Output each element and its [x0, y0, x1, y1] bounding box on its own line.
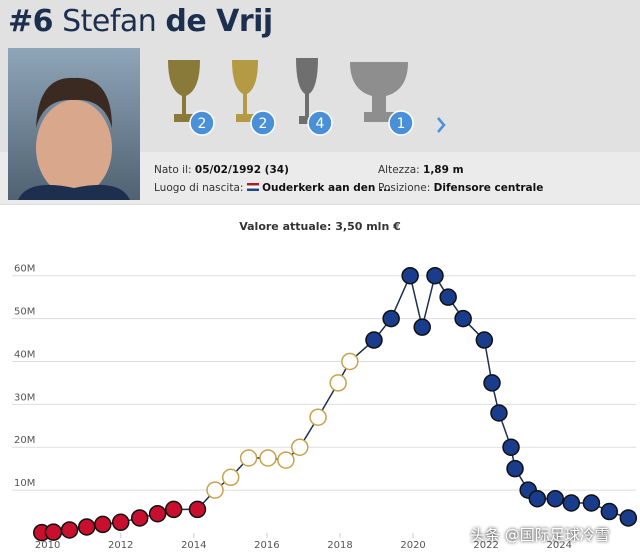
- value-marker: [528, 489, 547, 508]
- birthplace: Luogo di nascita: Ouderkerk aan den ...: [154, 182, 391, 194]
- value-marker: [188, 500, 207, 519]
- y-tick-label: 10M: [14, 478, 35, 489]
- value-marker: [454, 309, 472, 328]
- label: Posizione:: [378, 182, 431, 194]
- value-marker: [562, 494, 581, 512]
- x-tick-label: 2024: [547, 540, 572, 551]
- value: 1,89 m: [423, 164, 464, 176]
- value-marker: [502, 438, 520, 456]
- value-marker: [259, 449, 277, 467]
- label: Altezza:: [378, 164, 420, 176]
- position: Posizione: Difensore centrale: [378, 182, 543, 194]
- value-marker: [546, 489, 564, 508]
- value-marker: [401, 266, 419, 285]
- value-marker: [111, 513, 130, 532]
- value-marker: [77, 518, 96, 536]
- watermark: 头条 @国际足球冷雪: [470, 526, 610, 544]
- value: Ouderkerk aan den ...: [262, 182, 392, 194]
- value-marker: [94, 515, 112, 534]
- value-marker: [221, 468, 240, 487]
- value-marker: [341, 352, 359, 371]
- trophy-count: 2: [198, 116, 207, 132]
- value-marker: [329, 374, 347, 392]
- value-marker: [382, 309, 400, 328]
- y-tick-label: 60M: [14, 264, 35, 275]
- value-marker: [130, 509, 149, 527]
- label: Luogo di nascita:: [154, 182, 244, 194]
- born: Nato il: 05/02/1992 (34): [154, 164, 289, 176]
- value-marker: [365, 331, 383, 349]
- value-marker: [483, 374, 501, 392]
- value-marker: [439, 288, 457, 306]
- value-marker: [206, 481, 224, 499]
- value-marker: [239, 449, 258, 467]
- value-marker: [490, 404, 508, 422]
- player-name: #6 Stefan de Vrij: [8, 4, 273, 39]
- value-marker: [291, 438, 309, 456]
- x-tick-label: 2014: [181, 540, 206, 551]
- first-name: Stefan: [62, 4, 157, 39]
- value-marker: [475, 331, 494, 349]
- photo-art: [18, 77, 130, 200]
- height: Altezza: 1,89 m: [378, 164, 464, 176]
- x-tick-label: 2010: [35, 540, 60, 551]
- trophy-count: 4: [316, 116, 325, 132]
- chart-title: Valore attuale: 3,50 mln €: [239, 220, 401, 233]
- x-tick-label: 2018: [327, 540, 352, 551]
- x-tick-label: 2012: [108, 540, 133, 551]
- player-photo: [8, 48, 140, 200]
- value-marker: [619, 509, 638, 527]
- trophy-badge: [307, 110, 333, 136]
- x-tick-label: 2020: [400, 540, 425, 551]
- trophies: 2 2 4 1: [0, 58, 640, 205]
- flag: [246, 183, 259, 191]
- value-marker: [582, 494, 601, 512]
- y-tick-label: 20M: [14, 435, 35, 446]
- shirt-number: #6: [8, 4, 54, 39]
- value-marker: [44, 523, 63, 541]
- y-tick-label: 40M: [14, 349, 35, 360]
- value-marker: [164, 500, 183, 519]
- label: Nato il:: [154, 164, 192, 176]
- value-marker: [413, 318, 431, 336]
- trophy-badge: [189, 110, 215, 136]
- chart: Valore attuale: 3,50 mln € 10M 20M 30M 40M 5…: [12, 220, 638, 551]
- value: 05/02/1992 (34): [194, 164, 289, 176]
- trophy-count: 2: [259, 116, 268, 132]
- value-marker: [277, 451, 295, 469]
- trophy-count: 1: [397, 116, 406, 132]
- value-marker: [426, 266, 444, 285]
- value-marker: [600, 502, 619, 521]
- trophy-badge: [388, 110, 414, 136]
- y-tick-label: 50M: [14, 307, 35, 318]
- y-tick-label: 30M: [14, 392, 35, 403]
- x-tick-label: 2022: [473, 540, 498, 551]
- value-marker: [148, 504, 167, 523]
- x-tick-label: 2016: [254, 540, 279, 551]
- value-marker: [60, 521, 79, 539]
- value: Difensore centrale: [433, 182, 544, 194]
- last-name: de Vrij: [165, 4, 273, 39]
- value-marker: [309, 408, 327, 426]
- value-marker: [506, 459, 524, 478]
- trophy-badge: [250, 110, 276, 136]
